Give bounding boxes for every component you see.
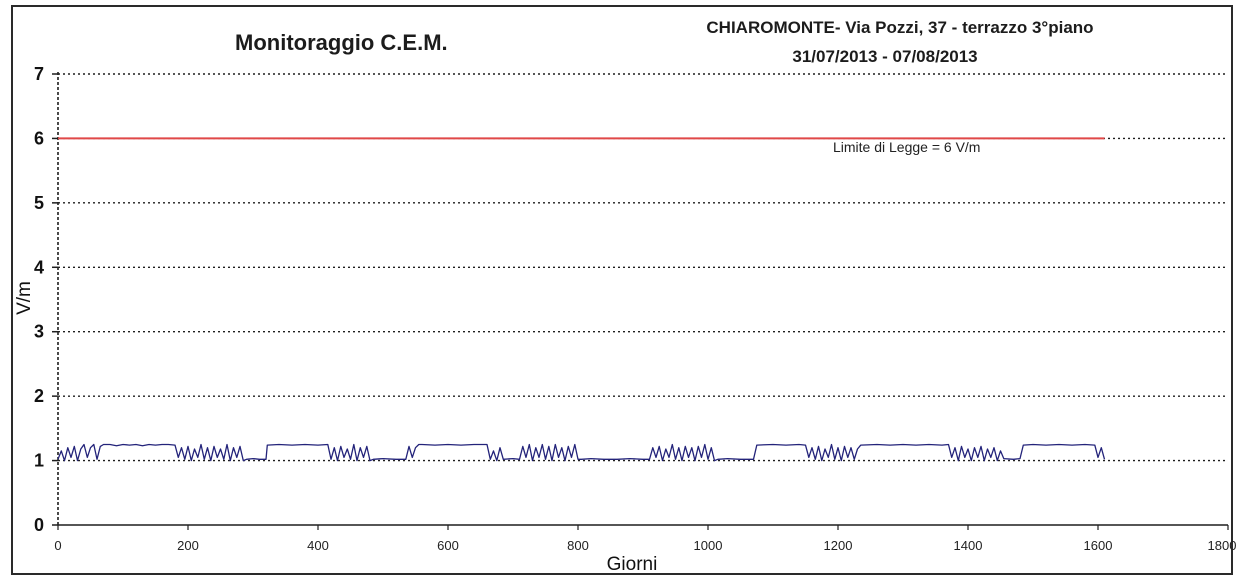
- y-tick-labels: 0 1 2 3 4 5 6 7: [34, 64, 44, 535]
- x-tick-label-400: 400: [307, 538, 329, 553]
- limit-line-label: Limite di Legge = 6 V/m: [833, 139, 980, 155]
- series-group: [57, 443, 1106, 462]
- y-tick-label-1: 1: [34, 451, 44, 471]
- x-tick-label-600: 600: [437, 538, 459, 553]
- x-axis-label: Giorni: [607, 554, 658, 575]
- x-tick-label-1000: 1000: [694, 538, 723, 553]
- chart-frame: [11, 5, 1233, 575]
- y-tick-label-6: 6: [34, 128, 44, 148]
- x-tick-label-1800: 1800: [1208, 538, 1237, 553]
- y-tick-label-3: 3: [34, 322, 44, 342]
- y-tick-label-4: 4: [34, 257, 44, 277]
- y-tick-label-0: 0: [34, 515, 44, 535]
- axes: [52, 72, 1229, 530]
- chart-subtitle-location: CHIAROMONTE- Via Pozzi, 37 - terrazzo 3°…: [706, 18, 1093, 37]
- y-tick-label-7: 7: [34, 64, 44, 84]
- x-tick-label-1200: 1200: [824, 538, 853, 553]
- y-axis-label: V/m: [14, 281, 35, 315]
- y-tick-label-5: 5: [34, 193, 44, 213]
- chart-title: Monitoraggio C.E.M.: [235, 30, 448, 55]
- chart-subtitle-dates: 31/07/2013 - 07/08/2013: [792, 47, 977, 66]
- x-tick-label-800: 800: [567, 538, 589, 553]
- x-tick-label-200: 200: [177, 538, 199, 553]
- x-tick-label-1400: 1400: [954, 538, 983, 553]
- y-tick-label-2: 2: [34, 386, 44, 406]
- series-line-0: [57, 443, 1106, 462]
- x-tick-label-0: 0: [54, 538, 61, 553]
- x-tick-label-1600: 1600: [1084, 538, 1113, 553]
- x-tick-labels: 0 200 400 600 800 1000 1200 1400 1600 1800: [54, 538, 1236, 553]
